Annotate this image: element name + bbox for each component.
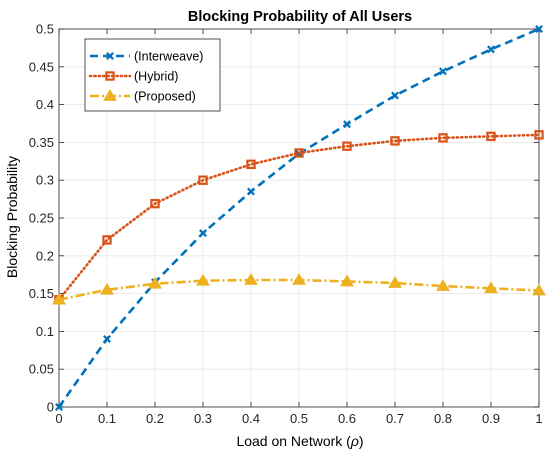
data-point: [292, 272, 306, 285]
data-point: [388, 276, 402, 288]
series-2: [54, 130, 544, 305]
legend-marker: [105, 71, 115, 81]
data-point: [199, 229, 207, 238]
data-point: [343, 120, 351, 129]
data-point: [436, 279, 450, 291]
legend-marker: [103, 89, 117, 101]
y-axis-label: Blocking Probability: [4, 156, 20, 278]
data-point: [487, 45, 495, 54]
x-tick-label: 0.1: [98, 411, 116, 426]
legend-label: (Interweave): [134, 50, 203, 64]
data-point: [439, 67, 447, 76]
x-axis-label: Load on Network (ρ): [236, 433, 363, 449]
y-tick-label: 0.3: [36, 173, 54, 188]
data-point: [196, 273, 210, 286]
data-point: [55, 403, 63, 411]
axis-ticks: 0 0.1 0.2 0.3 0.4 0.5 0.6 0.7 0.8 0.9 1 0 0.05 0.1 0.1…: [29, 22, 543, 427]
series-3: [52, 272, 546, 305]
data-point: [198, 175, 208, 185]
y-tick-label: 0.25: [29, 211, 54, 226]
series-line: [57, 27, 540, 408]
y-tick-label: 0.4: [36, 97, 54, 112]
data-point: [342, 141, 352, 151]
x-tick-label: 0.4: [242, 411, 260, 426]
series-line: [57, 133, 541, 301]
data-point: [534, 130, 544, 140]
x-tick-label: 0.9: [482, 411, 500, 426]
data-point: [391, 91, 399, 100]
data-point: [244, 272, 258, 285]
data-point: [340, 274, 354, 287]
data-point: [103, 334, 111, 343]
data-point: [438, 133, 448, 143]
series-1: [55, 25, 543, 411]
chart-title: Blocking Probability of All Users: [188, 9, 412, 25]
data-point: [246, 159, 256, 170]
y-tick-label: 0.5: [36, 22, 54, 37]
y-tick-label: 0.15: [29, 286, 54, 301]
y-tick-label: 0.35: [29, 135, 54, 150]
legend: (Interweave) (Hybrid) (Proposed): [84, 38, 221, 112]
x-tick-label: 0.5: [290, 411, 308, 426]
y-tick-label: 0.45: [29, 59, 54, 74]
legend-items: (Interweave) (Hybrid) (Proposed): [88, 50, 203, 104]
y-tick-label: 0.1: [36, 324, 54, 339]
x-tick-label: 0: [55, 411, 62, 426]
data-point: [102, 235, 112, 245]
data-point: [532, 283, 546, 296]
data-point: [247, 187, 255, 196]
legend-marker: [106, 52, 114, 60]
data-point: [390, 136, 400, 146]
data-point: [484, 281, 498, 294]
legend-item: (Proposed): [90, 89, 196, 104]
x-tick-label: 0.7: [386, 411, 404, 426]
series-layer: [52, 25, 546, 411]
y-tick-label: 0.2: [36, 248, 54, 263]
legend-label: (Proposed): [134, 90, 196, 104]
data-point: [486, 131, 496, 142]
x-axis-label-text: Load on Network (: [236, 433, 351, 449]
data-point: [148, 276, 162, 289]
x-tick-label: 1: [535, 411, 542, 426]
y-tick-label: 0: [47, 400, 54, 415]
data-point: [150, 198, 160, 209]
x-tick-label: 0.8: [434, 411, 452, 426]
data-point: [535, 25, 543, 33]
x-tick-label: 0.3: [194, 411, 212, 426]
y-tick-label: 0.05: [29, 362, 54, 377]
x-tick-label: 0.6: [338, 411, 356, 426]
x-tick-label: 0.2: [146, 411, 164, 426]
x-axis-label-close: ): [359, 433, 364, 449]
x-axis-label-symbol: ρ: [350, 433, 359, 449]
legend-label: (Hybrid): [134, 70, 178, 84]
legend-item: (Hybrid): [88, 70, 178, 84]
legend-item: (Interweave): [90, 50, 203, 64]
data-point: [100, 282, 114, 295]
data-point: [52, 292, 66, 305]
data-point: [294, 148, 304, 158]
